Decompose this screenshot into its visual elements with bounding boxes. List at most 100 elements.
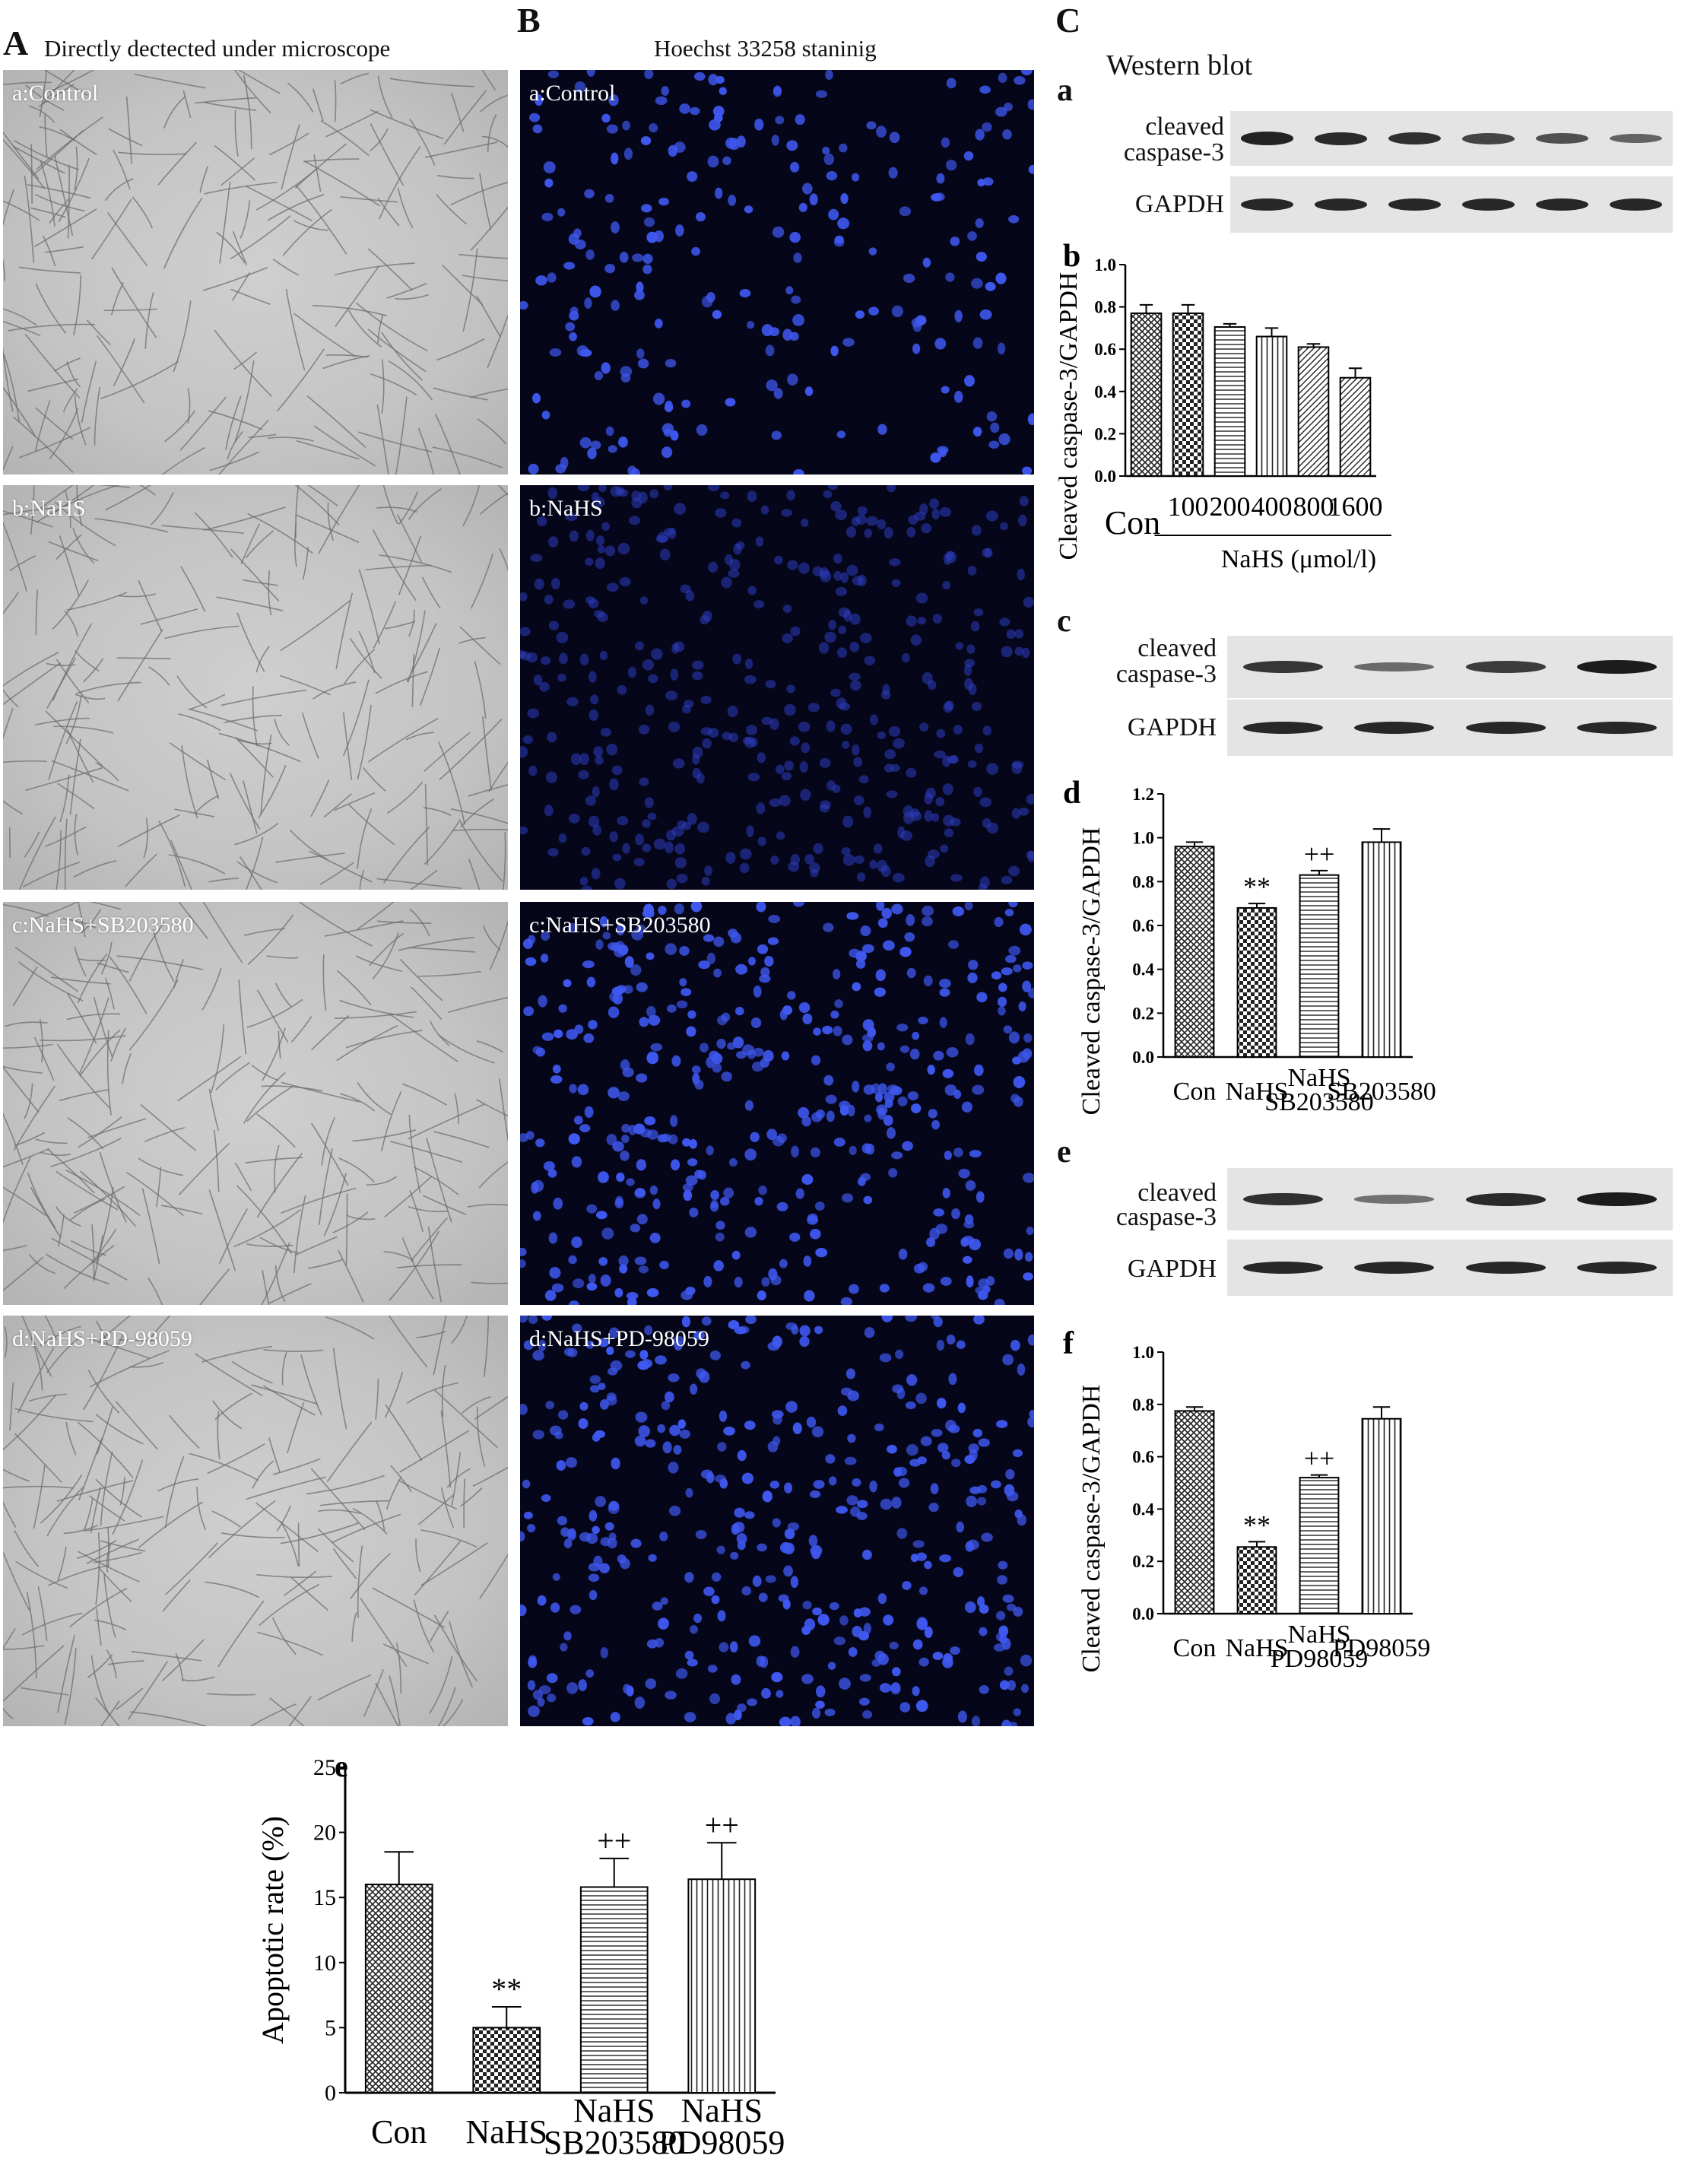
cell-shape bbox=[375, 671, 428, 694]
caspase3-band bbox=[1465, 661, 1546, 673]
nucleus bbox=[659, 1260, 669, 1270]
nucleus bbox=[600, 1646, 608, 1659]
cell-shape bbox=[182, 90, 192, 119]
nucleus bbox=[608, 1087, 620, 1099]
nucleus bbox=[557, 1516, 568, 1525]
nucleus bbox=[799, 1325, 811, 1337]
nucleus bbox=[964, 902, 973, 911]
cell-shape bbox=[390, 1465, 412, 1493]
cell-shape bbox=[336, 1024, 398, 1062]
nucleus bbox=[923, 975, 933, 986]
nucleus bbox=[685, 1487, 693, 1498]
y-tick-label: 0.8 bbox=[1132, 1395, 1154, 1414]
nucleus bbox=[924, 792, 933, 805]
nucleus bbox=[830, 501, 842, 512]
cell-shape bbox=[103, 1573, 116, 1638]
nucleus bbox=[824, 1708, 836, 1716]
nucleus bbox=[520, 1247, 527, 1256]
nucleus bbox=[547, 272, 557, 283]
nucleus bbox=[636, 924, 646, 934]
nucleus bbox=[639, 1350, 649, 1360]
nucleus bbox=[964, 1601, 976, 1614]
cell-shape bbox=[399, 1430, 470, 1473]
cell-shape bbox=[340, 72, 370, 85]
nucleus bbox=[626, 1178, 635, 1186]
cell-shape bbox=[323, 1173, 347, 1236]
nucleus bbox=[786, 490, 795, 501]
y-tick-label: 0.4 bbox=[1132, 960, 1154, 979]
nucleus bbox=[572, 1323, 582, 1333]
cell-shape bbox=[165, 1542, 218, 1595]
nucleus bbox=[837, 217, 850, 230]
cell-shape bbox=[350, 1553, 392, 1600]
nucleus bbox=[953, 1089, 962, 1100]
nucleus bbox=[544, 1290, 557, 1301]
nucleus bbox=[522, 735, 534, 744]
nucleus bbox=[670, 430, 679, 441]
cell-shape bbox=[45, 826, 87, 847]
nucleus bbox=[569, 1300, 579, 1305]
nucleus bbox=[999, 617, 1010, 627]
x-tick-label: SB203580 bbox=[544, 2124, 685, 2161]
cell-shape bbox=[425, 141, 498, 158]
cell-shape bbox=[52, 579, 89, 630]
cell-shape bbox=[255, 168, 318, 211]
cell-shape bbox=[310, 1014, 350, 1051]
nucleus bbox=[550, 577, 560, 590]
bar bbox=[472, 2027, 541, 2094]
nucleus bbox=[977, 1484, 988, 1494]
nucleus bbox=[762, 1490, 773, 1503]
cell-shape bbox=[109, 956, 148, 1014]
nucleus bbox=[713, 936, 725, 948]
nucleus bbox=[879, 1284, 890, 1293]
nucleus bbox=[570, 753, 582, 766]
nucleus bbox=[963, 664, 972, 677]
bar bbox=[1130, 312, 1163, 477]
nucleus bbox=[927, 1065, 935, 1075]
nucleus bbox=[611, 986, 624, 995]
cell-shape bbox=[89, 902, 122, 910]
cell-shape bbox=[208, 1088, 220, 1132]
cell-shape bbox=[503, 832, 506, 890]
nucleus bbox=[869, 1480, 877, 1493]
nucleus bbox=[862, 1040, 873, 1052]
nucleus bbox=[820, 804, 830, 813]
nucleus bbox=[668, 1462, 679, 1474]
cell-shape bbox=[478, 1161, 508, 1189]
cell-shape bbox=[447, 996, 508, 1013]
nucleus bbox=[666, 878, 677, 890]
nucleus bbox=[589, 709, 598, 721]
nucleus bbox=[532, 124, 543, 134]
cell-shape bbox=[40, 1151, 71, 1156]
nucleus bbox=[1005, 954, 1017, 963]
nucleus bbox=[722, 156, 731, 166]
nucleus bbox=[776, 1202, 788, 1211]
cell-shape bbox=[3, 1707, 14, 1720]
cell-shape bbox=[74, 946, 87, 977]
cell-shape bbox=[438, 1034, 495, 1064]
nucleus bbox=[714, 187, 723, 199]
y-tick-label: 5 bbox=[325, 2015, 336, 2040]
cell-shape bbox=[161, 525, 244, 535]
cell-shape bbox=[62, 918, 97, 929]
nucleus bbox=[1007, 1680, 1017, 1691]
cell-shape bbox=[214, 144, 255, 181]
significance-mark: ** bbox=[1243, 871, 1271, 902]
nucleus bbox=[972, 427, 982, 437]
cell-shape bbox=[243, 75, 252, 150]
nucleus bbox=[612, 1141, 624, 1152]
nucleus bbox=[728, 1320, 740, 1330]
nucleus bbox=[815, 1247, 828, 1258]
nucleus bbox=[716, 1038, 726, 1049]
cell-shape bbox=[216, 231, 246, 264]
y-tick-label: 0.0 bbox=[1132, 1048, 1154, 1067]
cell-shape bbox=[79, 1029, 121, 1077]
cell-shape bbox=[207, 759, 220, 800]
cell-shape bbox=[202, 902, 243, 963]
blot-e-label-gapdh: GAPDH bbox=[1127, 1255, 1217, 1283]
nucleus bbox=[756, 902, 766, 913]
cell-shape bbox=[77, 1421, 134, 1478]
cell-shape bbox=[3, 1500, 17, 1528]
nucleus bbox=[719, 1410, 728, 1422]
nucleus bbox=[873, 843, 883, 854]
